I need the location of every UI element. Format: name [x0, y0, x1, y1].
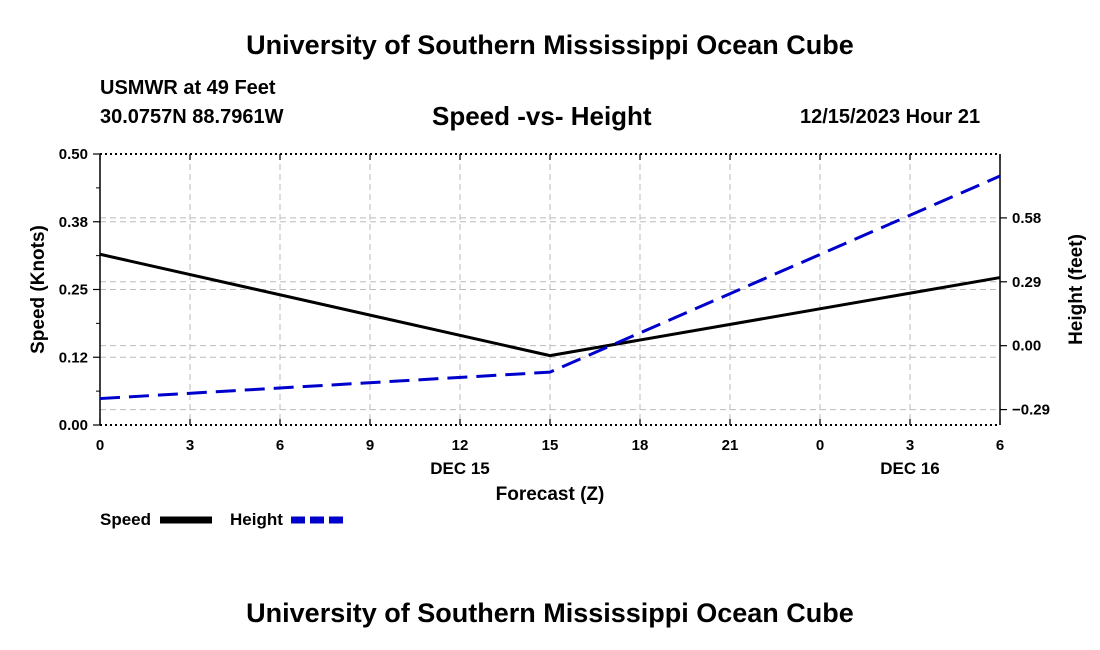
footer-title: University of Southern Mississippi Ocean… — [246, 598, 854, 628]
y-tick-label: 0.38 — [59, 214, 88, 231]
x-tick-label: 3 — [906, 437, 914, 454]
x-tick-label: 6 — [996, 437, 1004, 454]
station-coords: 30.0757N 88.7961W — [100, 106, 284, 128]
x-tick-label: 0 — [816, 437, 824, 454]
chart-subtitle: Speed -vs- Height — [432, 101, 652, 131]
x-tick-label: 15 — [542, 437, 559, 454]
y-tick-label: 0.00 — [59, 417, 88, 434]
y-axis-title: Speed (Knots) — [28, 225, 49, 354]
y-tick-label: 0.50 — [59, 146, 88, 163]
series-line-speed — [99, 252, 1001, 358]
x-tick-label: 6 — [276, 437, 284, 454]
legend-speed-label: Speed — [100, 510, 152, 529]
y2-axis-title: Height (feet) — [1066, 234, 1087, 345]
station-label: USMWR at 49 Feet — [100, 77, 276, 99]
series-line-height — [99, 174, 1001, 401]
x-date-label: DEC 15 — [430, 459, 490, 478]
y2-tick-label: −0.29 — [1012, 402, 1050, 419]
forecast-datetime: 12/15/2023 Hour 21 — [800, 106, 981, 128]
x-tick-label: 21 — [722, 437, 739, 454]
x-tick-label: 0 — [96, 437, 104, 454]
x-date-label: DEC 16 — [880, 459, 940, 478]
legend-height-label: Height — [230, 510, 283, 529]
y2-tick-label: 0.00 — [1012, 338, 1041, 355]
x-tick-label: 18 — [632, 437, 649, 454]
x-tick-label: 3 — [186, 437, 194, 454]
x-tick-label: 12 — [452, 437, 469, 454]
y2-tick-label: 0.29 — [1012, 274, 1041, 291]
y-tick-label: 0.25 — [59, 282, 88, 299]
y2-tick-label: 0.58 — [1012, 210, 1041, 227]
chart-title: University of Southern Mississippi Ocean… — [246, 30, 854, 60]
x-axis-title: Forecast (Z) — [496, 484, 605, 505]
x-tick-label: 9 — [366, 437, 374, 454]
y-tick-label: 0.12 — [59, 349, 88, 366]
